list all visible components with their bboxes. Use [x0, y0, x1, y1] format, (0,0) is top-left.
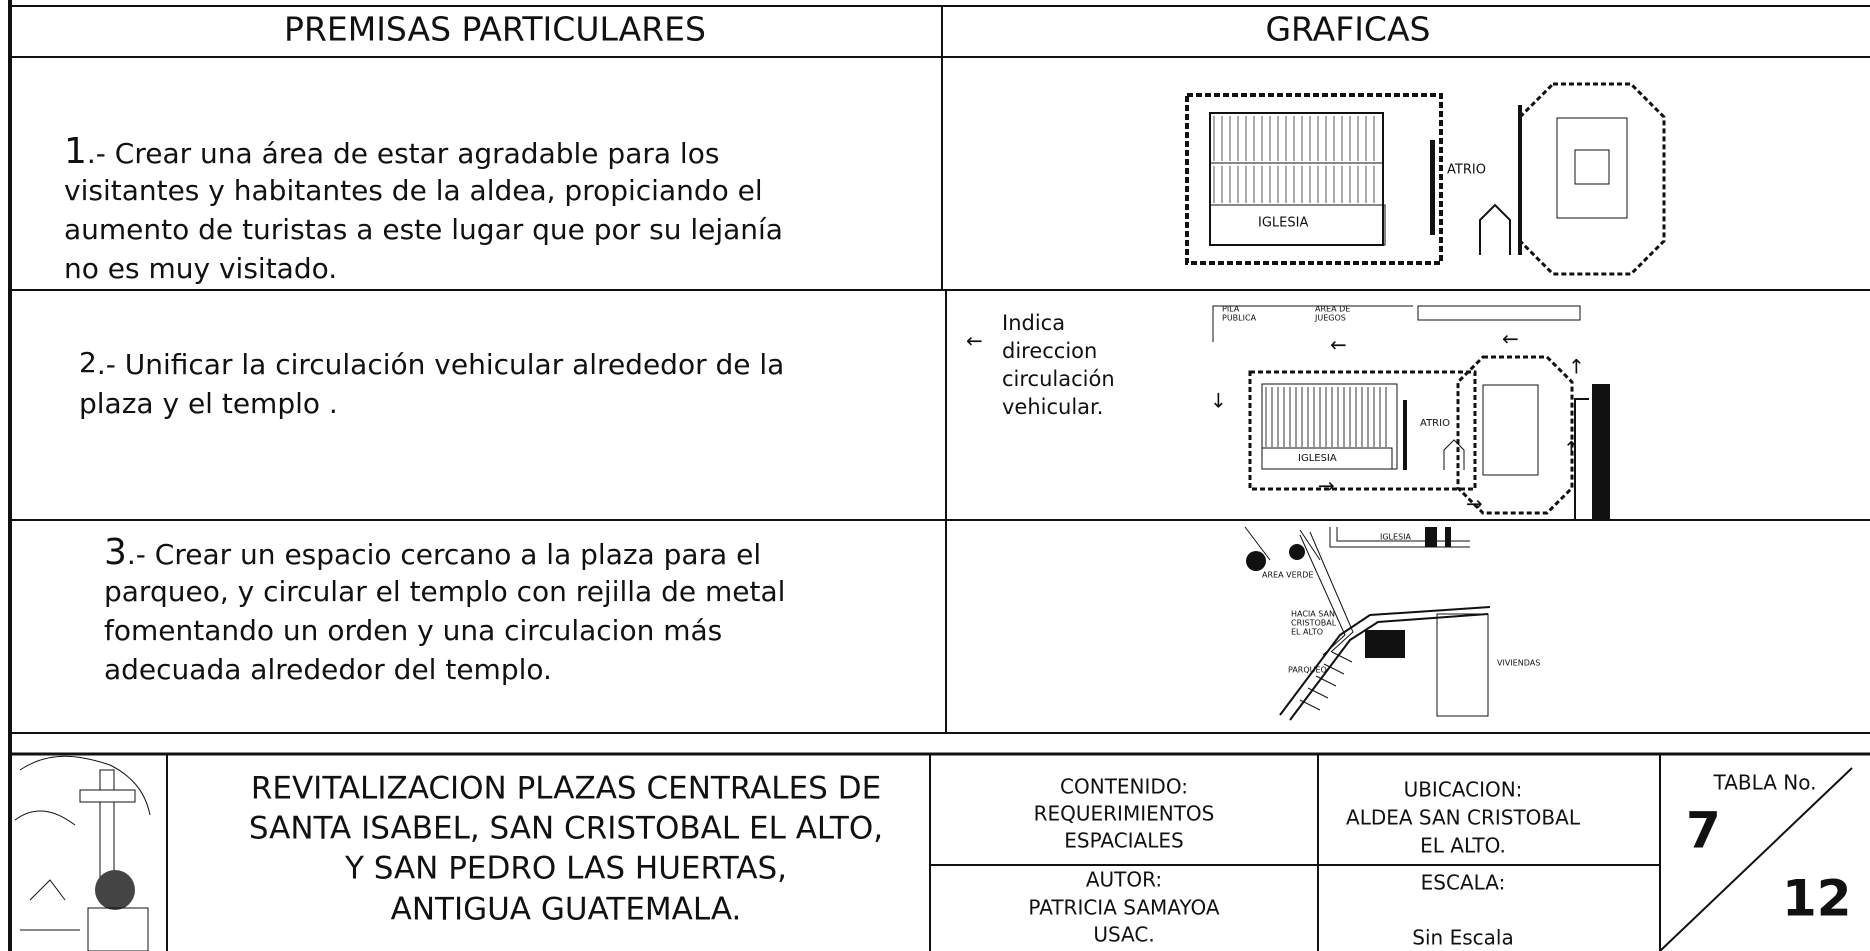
- contenido: ESPACIALES: [1064, 829, 1183, 853]
- autor: AUTOR:: [1086, 868, 1162, 892]
- contenido: CONTENIDO:: [1060, 775, 1188, 799]
- tabla-number: 7: [1686, 802, 1721, 860]
- table-lines: [8, 0, 1870, 951]
- label: AREA VERDE: [1262, 571, 1313, 580]
- item-number: 2: [79, 346, 97, 379]
- logo: [14, 755, 151, 951]
- label: VIVIENDAS: [1497, 659, 1540, 668]
- note: direccion: [1002, 339, 1097, 363]
- item-line: parqueo, y circular el templo con rejill…: [104, 575, 785, 608]
- note: Indica: [1002, 311, 1065, 335]
- header-right: GRAFICAS: [1265, 10, 1430, 49]
- escala: Sin Escala: [1412, 926, 1513, 950]
- tabla-total: 12: [1782, 870, 1852, 928]
- autor: USAC.: [1093, 923, 1154, 947]
- escala-label: ESCALA:: [1421, 871, 1506, 895]
- item-line: adecuada alrededor del templo.: [104, 653, 552, 686]
- label: CRISTOBAL: [1291, 619, 1337, 628]
- label: PUBLICA: [1222, 314, 1257, 323]
- footer-title: REVITALIZACION PLAZAS CENTRALES DE SANTA…: [249, 771, 883, 928]
- arrow: ←: [1330, 333, 1347, 357]
- item-line: fomentando un orden y una circulacion má…: [104, 614, 722, 647]
- item-line: .- Crear un espacio cercano a la plaza p…: [127, 538, 761, 571]
- title-line: SANTA ISABEL, SAN CRISTOBAL EL ALTO,: [249, 811, 883, 847]
- item-line: plaza y el templo .: [79, 387, 338, 420]
- ubicacion: EL ALTO.: [1420, 834, 1506, 858]
- item-number: 3: [104, 532, 127, 573]
- label: HACIA SAN: [1291, 610, 1335, 619]
- ubicacion: ALDEA SAN CRISTOBAL: [1346, 806, 1581, 830]
- label: PARQUEO: [1288, 666, 1327, 675]
- title-line: ANTIGUA GUATEMALA.: [391, 892, 742, 928]
- sketch-3: IGLESIA AREA VERDE HACIA SAN CRISTOBAL E…: [1244, 526, 1540, 721]
- label: EL ALTO: [1291, 628, 1323, 637]
- label: IGLESIA: [1380, 533, 1412, 542]
- label: JUEGOS: [1314, 314, 1346, 323]
- tabla-label: TABLA No.: [1713, 771, 1817, 795]
- item-line: aumento de turistas a este lugar que por…: [64, 213, 783, 246]
- item-line: .- Crear una área de estar agradable par…: [87, 137, 720, 170]
- arrow: →: [1466, 492, 1483, 516]
- label: IGLESIA: [1258, 216, 1308, 231]
- contenido: REQUERIMIENTOS: [1034, 802, 1215, 826]
- ubicacion: UBICACION:: [1404, 778, 1523, 802]
- item-line: visitantes y habitantes de la aldea, pro…: [64, 174, 763, 207]
- arrow: ↑: [1568, 355, 1585, 379]
- label: ATRIO: [1447, 163, 1486, 178]
- note: vehicular.: [1002, 395, 1103, 419]
- label: AREA DE: [1315, 305, 1350, 314]
- sketch-1: ATRIO IGLESIA: [1185, 82, 1666, 276]
- note: circulación: [1002, 367, 1115, 391]
- label: PILA: [1222, 305, 1240, 314]
- autor: PATRICIA SAMAYOA: [1028, 896, 1219, 920]
- arrow: ←: [966, 329, 983, 353]
- title-line: Y SAN PEDRO LAS HUERTAS,: [344, 851, 787, 887]
- arrow: ←: [1502, 327, 1519, 351]
- header-left: PREMISAS PARTICULARES: [284, 10, 706, 49]
- item-line: no es muy visitado.: [64, 252, 337, 285]
- item-number: 1: [64, 131, 87, 172]
- label: ATRIO: [1420, 418, 1450, 429]
- title-line: REVITALIZACION PLAZAS CENTRALES DE: [251, 771, 881, 807]
- arrow: →: [1318, 474, 1335, 498]
- sketch-2: ← ↓ ← ← → → ↑ ↑ Indica direccion circula…: [966, 305, 1610, 519]
- arrow: ↑: [1563, 437, 1580, 461]
- label: IGLESIA: [1298, 453, 1337, 464]
- item-line: .- Unificar la circulación vehicular alr…: [97, 348, 785, 381]
- arrow: ↓: [1210, 389, 1227, 413]
